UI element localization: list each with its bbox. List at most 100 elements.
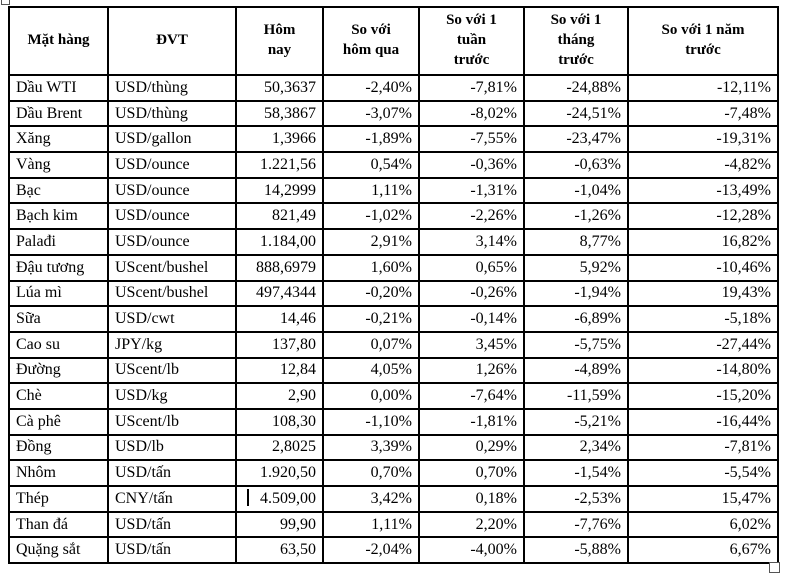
today-cell[interactable]: 1.184,00 — [235, 228, 324, 256]
vs-yesterday-cell[interactable]: 3,39% — [322, 433, 420, 462]
unit-cell[interactable]: USD/gallon — [107, 125, 237, 154]
commodity-name-cell[interactable]: Chè — [8, 382, 109, 410]
unit-cell[interactable]: USD/tấn — [107, 510, 237, 539]
unit-cell[interactable]: USD/ounce — [107, 176, 237, 205]
vs-week-cell[interactable]: -7,81% — [418, 74, 525, 102]
vs-year-cell[interactable]: 6,02% — [627, 510, 779, 539]
commodity-name-cell[interactable]: Đồng — [8, 433, 109, 462]
vs-month-cell[interactable]: 5,92% — [523, 253, 629, 282]
vs-month-cell[interactable]: 2,34% — [523, 433, 629, 462]
today-cell[interactable]: 50,3637 — [235, 74, 324, 102]
vs-week-cell[interactable]: -2,26% — [418, 202, 525, 231]
vs-month-cell[interactable]: -23,47% — [523, 125, 629, 154]
vs-yesterday-cell[interactable]: 0,70% — [322, 459, 420, 487]
today-cell[interactable]: 1,3966 — [235, 125, 324, 154]
vs-year-cell[interactable]: -13,49% — [627, 176, 779, 205]
unit-cell[interactable]: USD/ounce — [107, 151, 237, 179]
vs-year-cell[interactable]: 15,47% — [627, 485, 779, 513]
commodity-name-cell[interactable]: Cao su — [8, 330, 109, 359]
commodity-name-cell[interactable]: Nhôm — [8, 459, 109, 487]
commodity-name-cell[interactable]: Vàng — [8, 151, 109, 179]
commodity-name-cell[interactable]: Dầu WTI — [8, 74, 109, 102]
vs-year-cell[interactable]: 6,67% — [627, 536, 779, 565]
unit-cell[interactable]: UScent/lb — [107, 356, 237, 385]
today-cell[interactable]: 888,6979 — [235, 253, 324, 282]
commodity-name-cell[interactable]: Đậu tương — [8, 253, 109, 282]
unit-cell[interactable]: USD/tấn — [107, 459, 237, 487]
today-cell[interactable]: 2,8025 — [235, 433, 324, 462]
vs-week-cell[interactable]: -0,14% — [418, 305, 525, 333]
commodity-name-cell[interactable]: Xăng — [8, 125, 109, 154]
today-cell[interactable]: 58,3867 — [235, 99, 324, 128]
vs-month-cell[interactable]: -24,88% — [523, 74, 629, 102]
vs-month-cell[interactable]: -24,51% — [523, 99, 629, 128]
vs-yesterday-cell[interactable]: 1,11% — [322, 510, 420, 539]
column-header-vs_month[interactable]: So với 1 tháng trước — [523, 6, 629, 76]
commodity-name-cell[interactable]: Bạc — [8, 176, 109, 205]
vs-yesterday-cell[interactable]: 1,11% — [322, 176, 420, 205]
unit-cell[interactable]: USD/tấn — [107, 536, 237, 565]
commodity-name-cell[interactable]: Lúa mì — [8, 279, 109, 308]
vs-yesterday-cell[interactable]: 2,91% — [322, 228, 420, 256]
vs-month-cell[interactable]: -5,21% — [523, 407, 629, 436]
vs-month-cell[interactable]: -1,26% — [523, 202, 629, 231]
today-cell[interactable]: 99,90 — [235, 510, 324, 539]
vs-year-cell[interactable]: -12,28% — [627, 202, 779, 231]
vs-week-cell[interactable]: -7,55% — [418, 125, 525, 154]
vs-year-cell[interactable]: -5,18% — [627, 305, 779, 333]
commodity-name-cell[interactable]: Thép — [8, 485, 109, 513]
column-header-vs_week[interactable]: So với 1 tuần trước — [418, 6, 525, 76]
column-header-unit[interactable]: ĐVT — [107, 6, 237, 76]
today-cell[interactable]: 1.221,56 — [235, 151, 324, 179]
text-cursor[interactable] — [247, 489, 249, 506]
vs-week-cell[interactable]: -7,64% — [418, 382, 525, 410]
unit-cell[interactable]: USD/lb — [107, 433, 237, 462]
vs-month-cell[interactable]: -7,76% — [523, 510, 629, 539]
unit-cell[interactable]: UScent/bushel — [107, 279, 237, 308]
vs-year-cell[interactable]: -7,48% — [627, 99, 779, 128]
vs-year-cell[interactable]: -16,44% — [627, 407, 779, 436]
today-cell[interactable]: 63,50 — [235, 536, 324, 565]
unit-cell[interactable]: USD/ounce — [107, 228, 237, 256]
vs-week-cell[interactable]: 0,29% — [418, 433, 525, 462]
vs-week-cell[interactable]: 1,26% — [418, 356, 525, 385]
vs-week-cell[interactable]: -0,36% — [418, 151, 525, 179]
vs-year-cell[interactable]: -12,11% — [627, 74, 779, 102]
vs-month-cell[interactable]: -4,89% — [523, 356, 629, 385]
vs-week-cell[interactable]: -8,02% — [418, 99, 525, 128]
unit-cell[interactable]: USD/cwt — [107, 305, 237, 333]
unit-cell[interactable]: JPY/kg — [107, 330, 237, 359]
vs-year-cell[interactable]: 16,82% — [627, 228, 779, 256]
vs-week-cell[interactable]: -1,81% — [418, 407, 525, 436]
vs-month-cell[interactable]: -1,04% — [523, 176, 629, 205]
vs-year-cell[interactable]: -10,46% — [627, 253, 779, 282]
unit-cell[interactable]: CNY/tấn — [107, 485, 237, 513]
vs-yesterday-cell[interactable]: 1,60% — [322, 253, 420, 282]
vs-year-cell[interactable]: -19,31% — [627, 125, 779, 154]
commodity-name-cell[interactable]: Bạch kim — [8, 202, 109, 231]
vs-yesterday-cell[interactable]: 0,00% — [322, 382, 420, 410]
today-cell[interactable]: 108,30 — [235, 407, 324, 436]
today-cell[interactable]: 14,46 — [235, 305, 324, 333]
unit-cell[interactable]: USD/ounce — [107, 202, 237, 231]
vs-week-cell[interactable]: 0,70% — [418, 459, 525, 487]
vs-yesterday-cell[interactable]: 0,07% — [322, 330, 420, 359]
vs-week-cell[interactable]: -1,31% — [418, 176, 525, 205]
vs-month-cell[interactable]: -5,88% — [523, 536, 629, 565]
today-cell[interactable]: 821,49 — [235, 202, 324, 231]
vs-yesterday-cell[interactable]: 4,05% — [322, 356, 420, 385]
today-cell[interactable]: 1.920,50 — [235, 459, 324, 487]
vs-yesterday-cell[interactable]: -3,07% — [322, 99, 420, 128]
vs-year-cell[interactable]: -27,44% — [627, 330, 779, 359]
commodity-name-cell[interactable]: Sữa — [8, 305, 109, 333]
today-cell[interactable]: 137,80 — [235, 330, 324, 359]
vs-month-cell[interactable]: -1,54% — [523, 459, 629, 487]
today-cell[interactable]: 12,84 — [235, 356, 324, 385]
vs-week-cell[interactable]: -0,26% — [418, 279, 525, 308]
unit-cell[interactable]: USD/kg — [107, 382, 237, 410]
vs-week-cell[interactable]: 2,20% — [418, 510, 525, 539]
column-header-vs_year[interactable]: So với 1 năm trước — [627, 6, 779, 76]
commodity-name-cell[interactable]: Đường — [8, 356, 109, 385]
vs-year-cell[interactable]: -5,54% — [627, 459, 779, 487]
column-header-today[interactable]: Hôm nay — [235, 6, 324, 76]
